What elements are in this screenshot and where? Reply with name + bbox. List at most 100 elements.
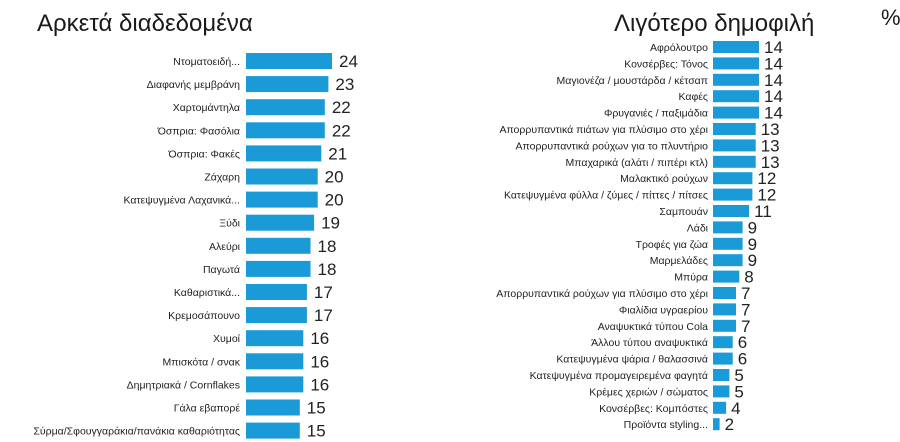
left-value-label: 16	[310, 375, 329, 394]
right-bar	[713, 336, 733, 349]
left-value-label: 18	[318, 260, 337, 279]
right-value-label: 12	[757, 169, 776, 188]
left-category-label: Χυμοί	[213, 333, 241, 345]
right-value-label: 14	[764, 87, 783, 106]
left-category-label: Κατεψυγμένα Λαχανικά...	[123, 195, 240, 207]
right-bar	[713, 41, 759, 53]
right-bar	[713, 254, 743, 267]
right-value-label: 14	[764, 38, 783, 57]
left-bar	[246, 168, 318, 185]
right-category-label: Προϊόντα styling...	[624, 419, 708, 431]
right-value-label: 13	[761, 153, 780, 172]
left-value-label: 20	[325, 168, 344, 187]
right-chart-title: Λιγότερο δημοφιλή	[614, 10, 815, 37]
left-bar	[246, 353, 304, 370]
right-bar	[713, 139, 756, 152]
left-category-label: Παγωτά	[203, 264, 240, 276]
left-category-label: Ζάχαρη	[204, 172, 240, 184]
left-category-label: Χαρτομάντηλα	[173, 102, 240, 114]
right-value-label: 6	[738, 350, 747, 369]
right-bar	[713, 205, 750, 217]
right-bar	[713, 369, 730, 381]
left-bar	[246, 307, 307, 324]
unit-label: %	[881, 5, 900, 30]
right-value-label: 13	[761, 136, 780, 155]
right-value-label: 13	[761, 120, 780, 139]
right-value-label: 9	[748, 218, 757, 237]
right-bar	[713, 172, 753, 185]
left-value-label: 20	[325, 191, 344, 210]
right-bar	[713, 237, 743, 250]
left-value-label: 22	[332, 98, 351, 117]
right-category-label: Αφρόλουτρο	[650, 42, 708, 54]
right-bar	[713, 303, 736, 316]
left-bar	[246, 237, 311, 254]
left-category-label: Σύρμα/Σφουγγαράκια/πανάκια καθαριότητας	[33, 426, 240, 438]
right-category-label: Κρέμες χεριών / σώματος	[589, 386, 708, 398]
left-category-label: Γάλα εβαπορέ	[174, 403, 241, 415]
left-bar	[246, 191, 318, 208]
right-category-label: Μαρμελάδες	[650, 255, 708, 267]
right-value-label: 5	[734, 382, 743, 401]
left-bar	[246, 399, 300, 416]
right-category-label: Φιαλίδια υγραερίου	[619, 304, 708, 316]
right-category-label: Κατεψυγμένα προμαγειρεμένα φαγητά	[530, 370, 708, 382]
right-bar	[713, 57, 759, 70]
right-category-label: Τροφές για ζώα	[636, 239, 708, 251]
left-value-label: 15	[307, 422, 326, 441]
right-bar	[713, 221, 743, 234]
right-bar	[713, 352, 733, 365]
left-category-label: Όσπρια: Φακές	[167, 148, 240, 160]
right-bar	[713, 188, 753, 201]
left-value-label: 23	[335, 75, 354, 94]
right-category-label: Μπαχαρικά (αλάτι / πιπέρι κτλ)	[566, 157, 708, 169]
right-value-label: 14	[764, 71, 783, 90]
right-bar	[713, 73, 759, 86]
right-bar	[713, 106, 759, 119]
left-value-label: 17	[314, 306, 333, 325]
right-category-label: Μπύρα	[674, 272, 708, 284]
right-bar	[713, 155, 756, 168]
right-value-label: 7	[741, 317, 750, 336]
right-category-label: Απορρυπαντικά ρούχων για το πλυντήριο	[516, 140, 709, 152]
left-bar	[246, 145, 322, 162]
right-value-label: 11	[754, 202, 772, 221]
left-chart-title: Αρκετά διαδεδομένα	[37, 10, 253, 37]
right-value-label: 2	[725, 415, 734, 434]
left-category-label: Όσπρια: Φασόλια	[157, 125, 240, 137]
left-category-label: Μπισκότα / σνακ	[163, 356, 241, 368]
left-bar	[246, 422, 300, 439]
left-bar	[246, 122, 325, 139]
left-category-label: Κρεμοσάπουνο	[168, 310, 240, 322]
left-value-label: 18	[318, 237, 337, 256]
right-value-label: 7	[741, 300, 750, 319]
left-category-label: Δημητριακά / Cornflakes	[127, 379, 240, 391]
right-category-label: Καφές	[679, 91, 709, 103]
right-category-label: Κονσέρβες: Τόνος	[624, 58, 708, 70]
right-category-label: Κατεψυγμένα ψάρια / θαλασσινά	[556, 354, 708, 366]
left-bar	[246, 53, 332, 69]
right-category-label: Μαλακτικό ρούχων	[620, 173, 708, 185]
left-bar	[246, 260, 311, 277]
right-category-label: Σαμπουάν	[659, 206, 708, 218]
left-category-label: Ξύδι	[219, 218, 240, 230]
left-value-label: 16	[310, 352, 329, 371]
left-value-label: 19	[321, 214, 340, 233]
right-bar	[713, 418, 720, 431]
right-bar	[713, 401, 727, 414]
right-category-label: Άλλου τύπου αναψυκτικά	[591, 337, 708, 349]
right-category-label: Λάδι	[687, 222, 709, 234]
left-bar	[246, 330, 304, 347]
left-bar	[246, 76, 329, 93]
right-value-label: 6	[738, 333, 747, 352]
left-value-label: 16	[310, 329, 329, 348]
left-category-label: Καθαριστικά...	[174, 287, 240, 299]
right-category-label: Κονσέρβες: Κομπόστες	[599, 403, 708, 415]
right-value-label: 9	[748, 235, 757, 254]
right-category-label: Φρυγανιές / παξιμάδια	[604, 108, 708, 120]
left-value-label: 17	[314, 283, 333, 302]
right-value-label: 4	[731, 399, 740, 418]
right-category-label: Μαγιονέζα / μουστάρδα / κέτσαπ	[557, 75, 708, 87]
